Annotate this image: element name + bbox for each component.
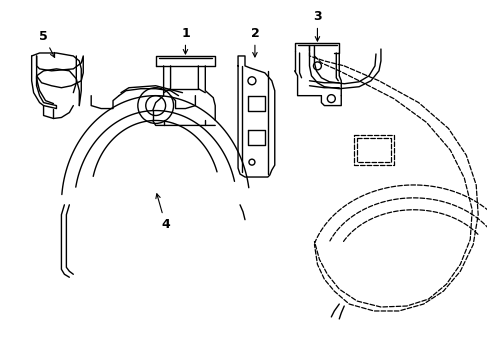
- Text: 5: 5: [39, 30, 55, 57]
- Text: 4: 4: [156, 194, 170, 231]
- Text: 3: 3: [312, 10, 321, 41]
- Text: 1: 1: [181, 27, 189, 54]
- Text: 2: 2: [250, 27, 259, 57]
